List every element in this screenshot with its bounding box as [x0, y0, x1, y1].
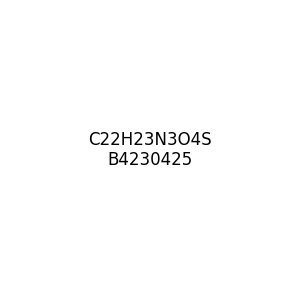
Text: C22H23N3O4S
B4230425: C22H23N3O4S B4230425: [88, 130, 212, 170]
